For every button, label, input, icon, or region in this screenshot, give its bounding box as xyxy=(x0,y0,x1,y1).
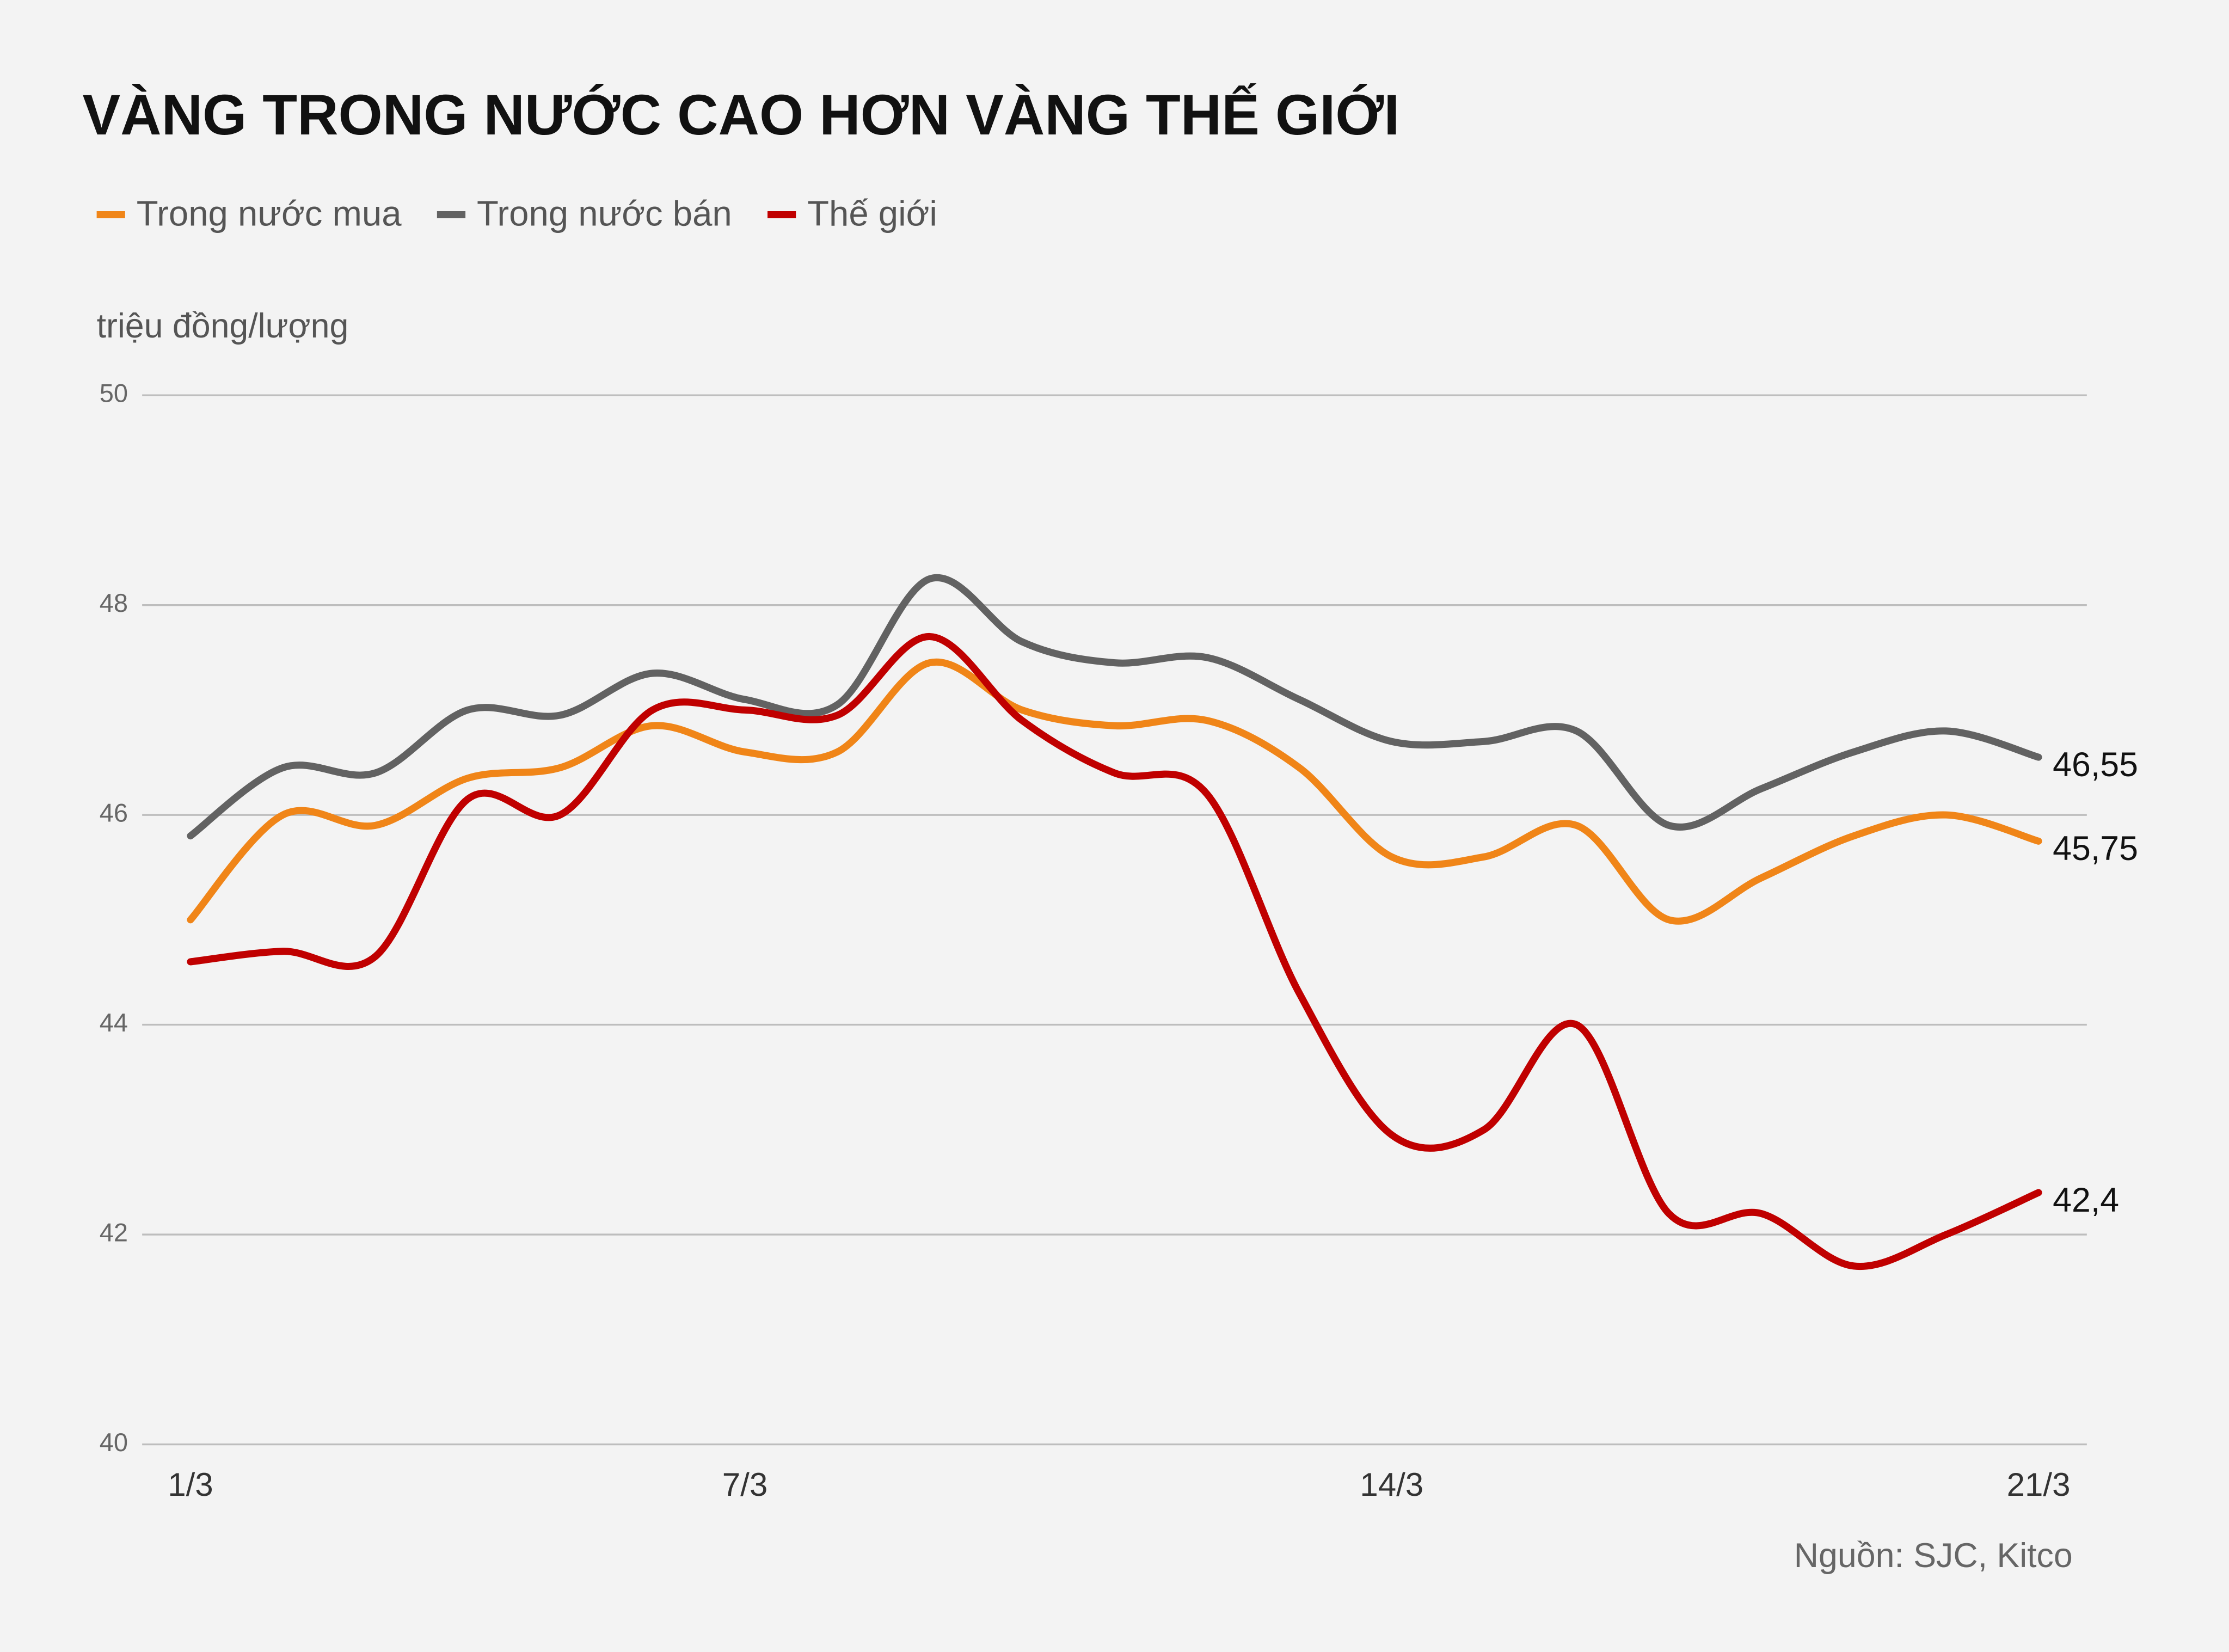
chart-title: VÀNG TRONG NƯỚC CAO HƠN VÀNG THẾ GIỚI xyxy=(82,83,1399,147)
x-tick-label: 14/3 xyxy=(1360,1466,1423,1503)
series-line xyxy=(187,658,2042,925)
y-tick-label: 44 xyxy=(100,1008,128,1037)
x-tick-label: 1/3 xyxy=(168,1466,213,1503)
y-tick-label: 48 xyxy=(100,588,128,617)
legend-label: Trong nước mua xyxy=(137,193,402,233)
legend-label: Trong nước bán xyxy=(477,193,732,233)
y-tick-label: 50 xyxy=(100,379,128,408)
data-label: 45,75 xyxy=(2053,830,2138,868)
series-line xyxy=(187,574,2042,840)
data-label: 46,55 xyxy=(2053,746,2138,784)
source: Nguồn: SJC, Kitco xyxy=(1794,1537,2073,1575)
y-tick-label: 46 xyxy=(100,799,128,827)
y-axis-label: triệu đồng/lượng xyxy=(97,307,349,345)
legend-label: Thế giới xyxy=(807,193,937,233)
x-tick-label: 7/3 xyxy=(722,1466,767,1503)
data-label: 42,4 xyxy=(2053,1181,2119,1219)
x-tick-label: 21/3 xyxy=(2007,1466,2071,1503)
series-line xyxy=(187,632,2042,1270)
y-tick-label: 42 xyxy=(100,1218,128,1246)
y-tick-label: 40 xyxy=(100,1428,128,1457)
